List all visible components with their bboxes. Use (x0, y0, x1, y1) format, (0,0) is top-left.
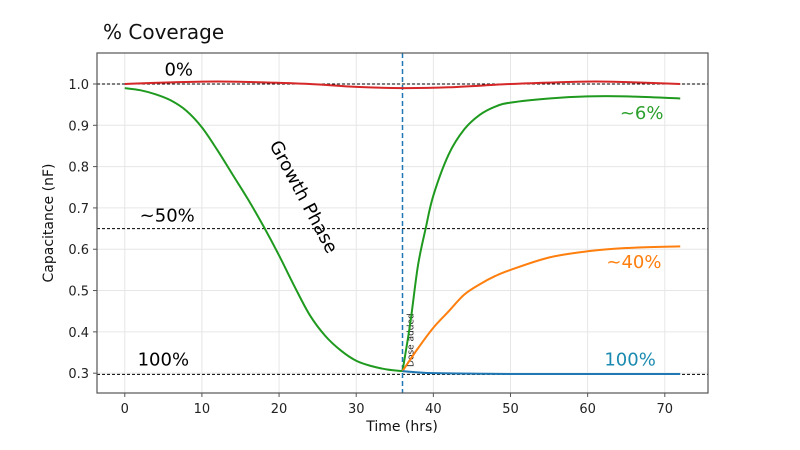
x-tick-label: 60 (579, 402, 596, 417)
series-line-4 (402, 370, 681, 376)
x-tick-label: 70 (657, 402, 674, 417)
y-tick-label: 1.0 (68, 78, 89, 93)
dose-added-label: Dose added (407, 313, 417, 367)
annotation-label: 100% (138, 350, 189, 371)
annotations: 0% ~50% 100% Growth Phase ~6% ~40% 100% (138, 60, 664, 371)
x-ticks: 0 10 20 30 40 50 60 70 (121, 393, 673, 417)
annotation-label: 0% (164, 60, 193, 81)
y-tick-label: 0.3 (68, 367, 89, 382)
annotation-label: Growth Phase (265, 137, 342, 257)
series-line-3 (401, 245, 681, 372)
y-tick-label: 0.6 (68, 243, 89, 258)
y-axis-label: Capacitance (nF) (41, 164, 57, 283)
series-line-2 (401, 95, 681, 372)
y-ticks: 0.3 0.4 0.5 0.6 0.7 0.8 0.9 1.0 (68, 78, 97, 382)
y-tick-label: 0.9 (68, 119, 89, 134)
x-tick-label: 20 (271, 402, 288, 417)
annotation-label: ~40% (606, 252, 661, 273)
chart-title: % Coverage (103, 20, 224, 44)
reference-lines: Dose added (97, 53, 708, 393)
plot-frame (96, 52, 709, 394)
x-tick-label: 10 (194, 402, 211, 417)
x-tick-label: 0 (121, 402, 129, 417)
series-line-1 (124, 87, 403, 373)
annotation-label: ~6% (620, 103, 664, 124)
annotation-label: ~50% (140, 206, 195, 227)
series-lines (124, 80, 681, 376)
x-axis-label: Time (hrs) (365, 419, 438, 435)
x-tick-label: 50 (502, 402, 519, 417)
x-tick-label: 30 (348, 402, 365, 417)
x-tick-label: 40 (425, 402, 442, 417)
annotation-label: 100% (604, 350, 655, 371)
series-line-0 (124, 80, 681, 90)
y-tick-label: 0.7 (68, 202, 89, 217)
y-tick-label: 0.5 (68, 285, 89, 300)
y-tick-label: 0.8 (68, 161, 89, 176)
y-tick-label: 0.4 (68, 326, 89, 341)
